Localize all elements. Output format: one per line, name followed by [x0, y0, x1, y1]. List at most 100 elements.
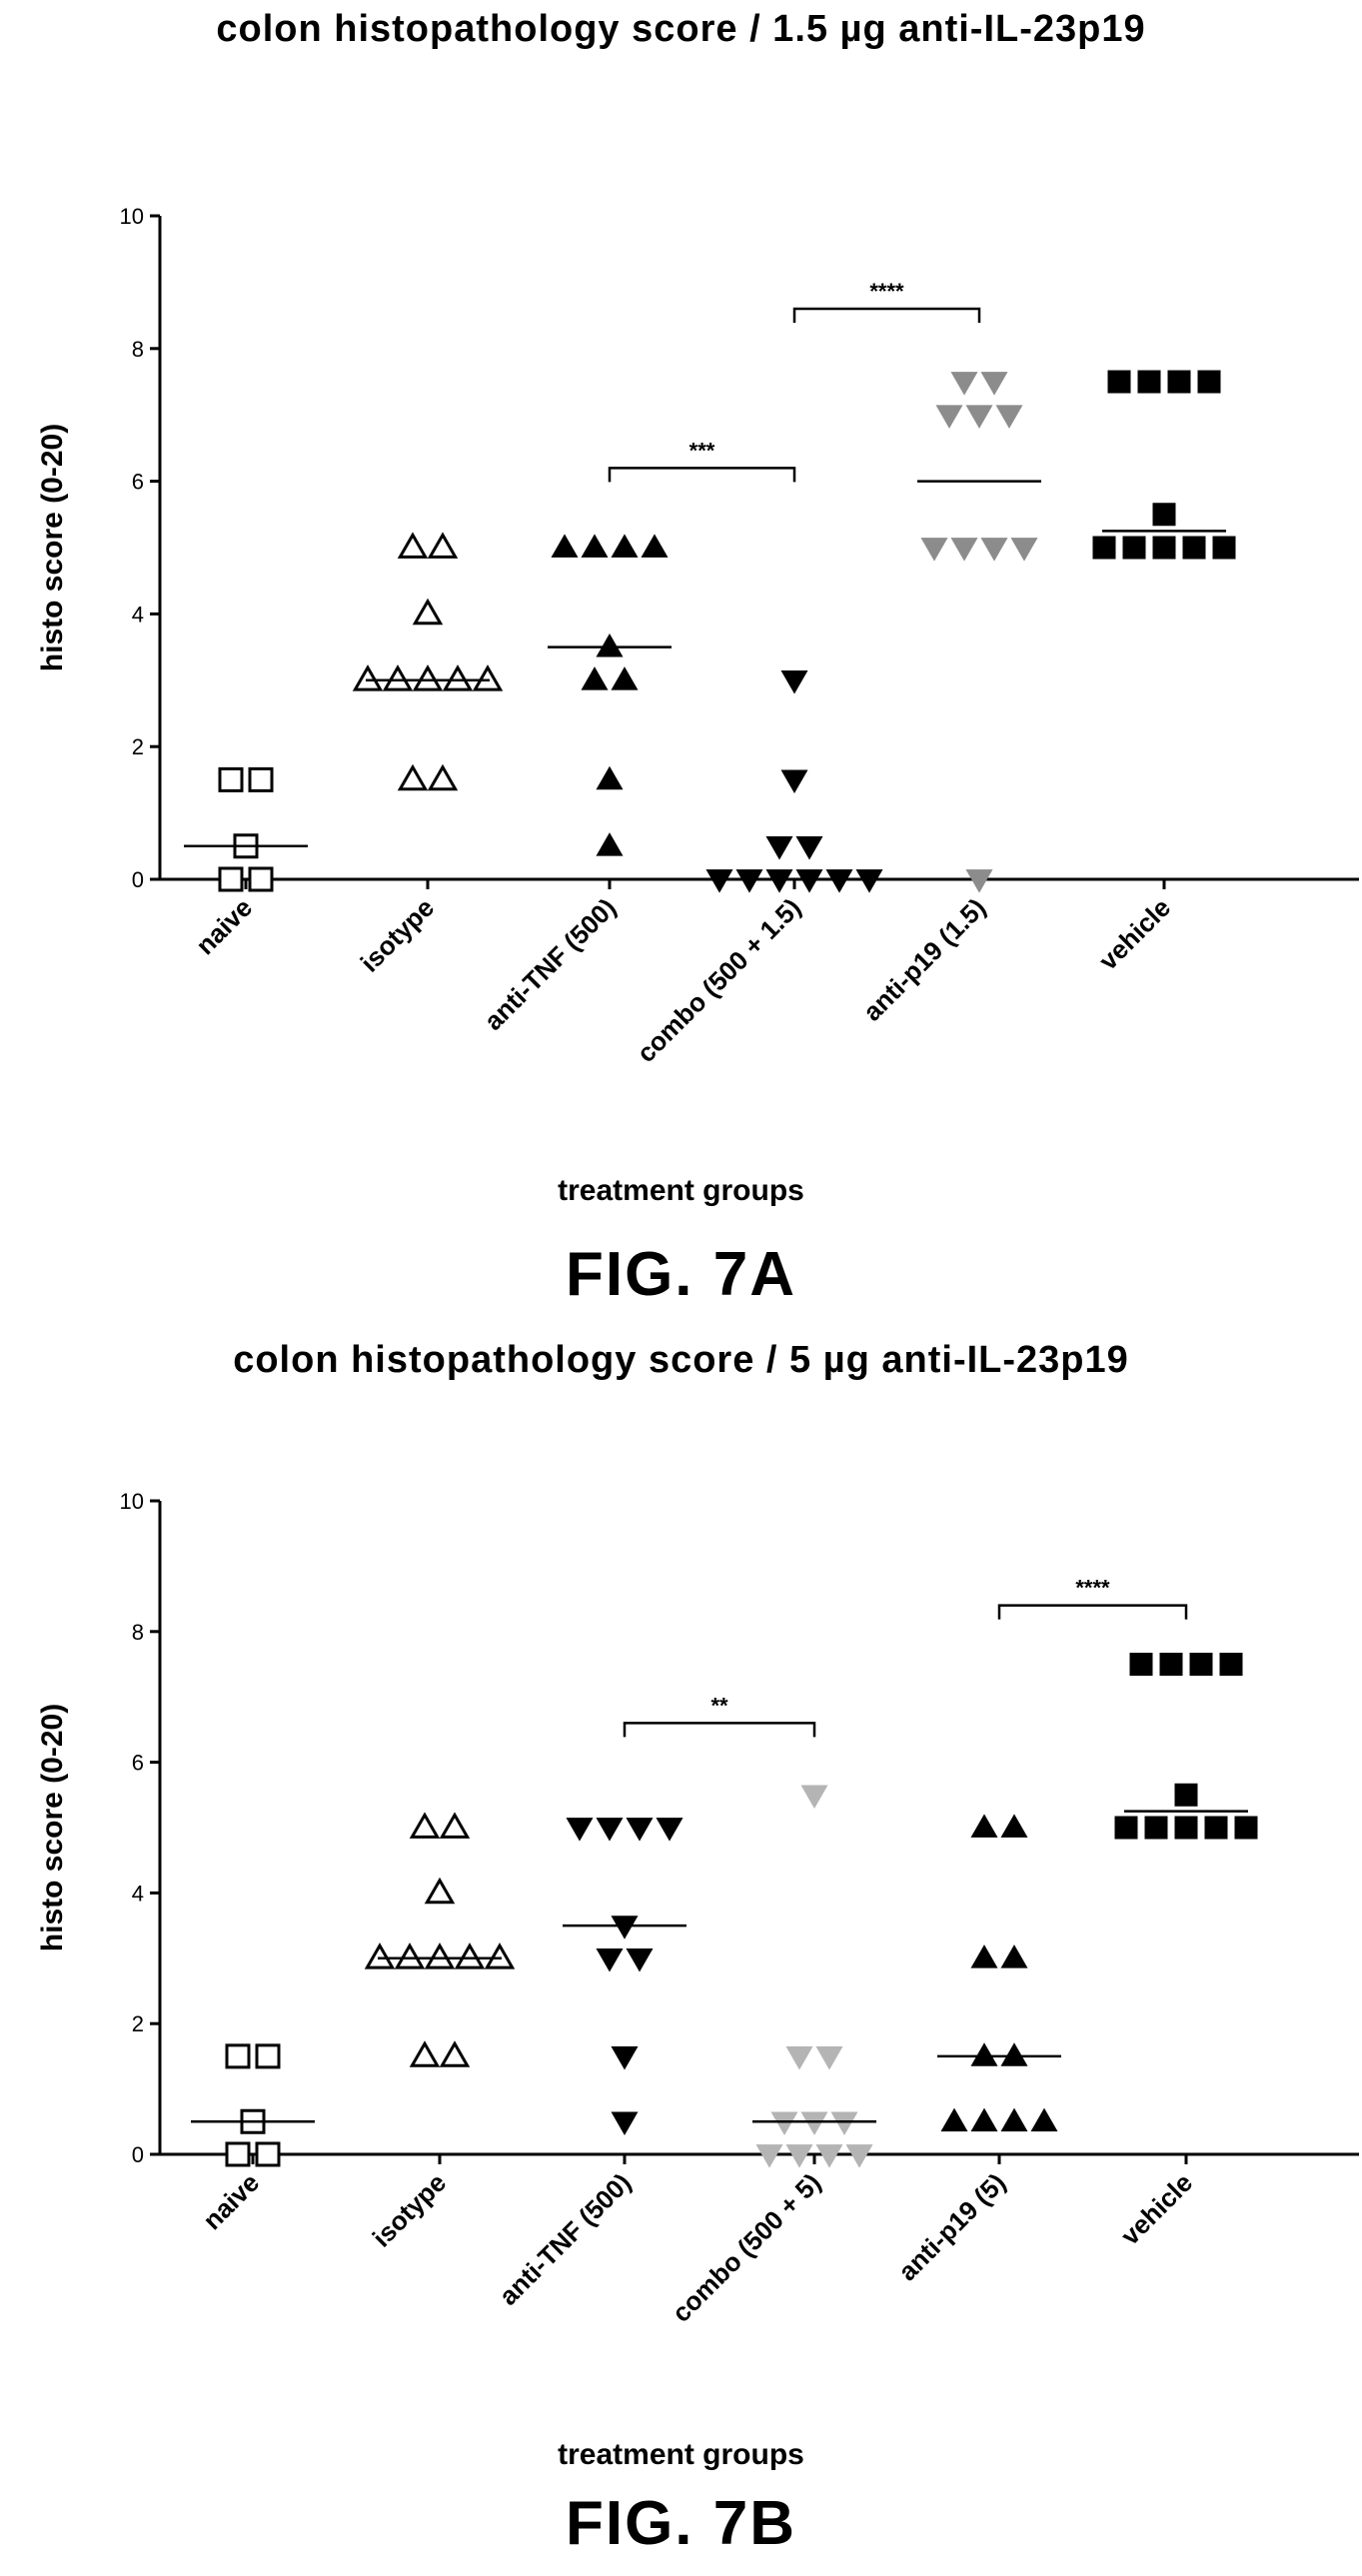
data-point [940, 2107, 968, 2132]
data-point [412, 664, 444, 691]
data-point [581, 666, 609, 690]
data-point [970, 1944, 998, 1968]
data-point [412, 598, 444, 626]
significance-bracket [792, 307, 981, 323]
data-point [1000, 1944, 1028, 1968]
x-tick-label: isotype [355, 892, 441, 978]
data-point [1174, 1783, 1198, 1807]
data-point [596, 1947, 624, 1972]
data-point [596, 832, 624, 856]
data-point [755, 2144, 783, 2168]
data-point [980, 538, 1008, 562]
y-axis-label: histo score (0-20) [36, 424, 69, 671]
chart-title-7b: colon histopathology score / 5 µg anti-I… [233, 1339, 1129, 1381]
data-point [765, 869, 793, 893]
y-tick-label: 10 [120, 1489, 144, 1514]
data-point [397, 532, 429, 559]
x-tick-label: anti-p19 (5) [892, 2167, 1011, 2286]
data-point [611, 2046, 639, 2070]
data-point [995, 405, 1023, 429]
data-point [409, 1812, 441, 1839]
data-point [965, 869, 993, 893]
y-tick-label: 4 [132, 1881, 144, 1906]
data-point [920, 538, 948, 562]
data-point [656, 1818, 683, 1842]
x-tick-label: vehicle [1093, 892, 1177, 976]
data-point [965, 405, 993, 429]
data-point [641, 534, 669, 558]
data-point [1212, 536, 1236, 560]
data-point [780, 769, 808, 794]
data-point [484, 1942, 516, 1969]
data-point [855, 869, 883, 893]
data-point [394, 1942, 426, 1969]
data-point [800, 2111, 828, 2135]
data-point [225, 2043, 251, 2069]
chart-title-7a: colon histopathology score / 1.5 µg anti… [216, 8, 1146, 50]
data-point [1137, 370, 1161, 394]
y-tick-label: 4 [132, 602, 144, 627]
data-point [785, 2144, 813, 2168]
data-point [1010, 538, 1038, 562]
data-point [1189, 1653, 1213, 1676]
y-tick-label: 8 [132, 1620, 144, 1645]
data-point [611, 2111, 639, 2135]
data-point [382, 664, 414, 691]
y-tick-label: 8 [132, 337, 144, 362]
data-point [795, 835, 823, 860]
data-point [1174, 1816, 1198, 1840]
y-tick-label: 2 [132, 734, 144, 759]
data-point [1234, 1816, 1258, 1840]
data-point [705, 869, 733, 893]
data-point [1107, 370, 1131, 394]
x-tick-label: anti-TNF (500) [493, 2167, 637, 2311]
data-point [935, 405, 963, 429]
x-tick-label: combo (500 + 1.5) [631, 892, 806, 1068]
data-point [566, 1818, 594, 1842]
data-point [551, 534, 579, 558]
y-tick-label: 10 [120, 204, 144, 229]
y-axis-label: histo score (0-20) [36, 1704, 69, 1951]
data-point [970, 2107, 998, 2132]
x-tick-label: anti-TNF (500) [478, 892, 622, 1036]
data-point [815, 2144, 843, 2168]
data-point [255, 2141, 281, 2167]
data-point [611, 666, 639, 690]
data-point [795, 869, 823, 893]
significance-label: **** [869, 279, 904, 304]
data-point [397, 763, 429, 791]
data-point [439, 2040, 471, 2067]
data-point [1030, 2107, 1058, 2132]
data-point [581, 534, 609, 558]
data-point [1144, 1816, 1168, 1840]
x-tick-label: vehicle [1115, 2167, 1199, 2251]
data-point [950, 538, 978, 562]
data-point [815, 2046, 843, 2070]
y-tick-label: 0 [132, 867, 144, 892]
data-point [409, 2040, 441, 2067]
data-point [218, 766, 244, 792]
data-point [424, 1877, 456, 1905]
data-point [218, 866, 244, 892]
data-point [442, 664, 474, 691]
data-point [1000, 1814, 1028, 1838]
data-point [1000, 2107, 1028, 2132]
data-point [1182, 536, 1206, 560]
significance-bracket [997, 1604, 1188, 1620]
x-tick-label: anti-p19 (1.5) [857, 892, 992, 1027]
data-point [950, 372, 978, 396]
chart-7b: 0 2 4 6 8 10 histo score (0-20) naive isotype ant… [36, 1489, 1359, 2328]
data-point [454, 1942, 486, 1969]
data-point [626, 1818, 654, 1842]
data-point [596, 1818, 624, 1842]
data-point [439, 1812, 471, 1839]
figure-label-7a: FIG. 7A [565, 1240, 797, 1309]
data-point [225, 2141, 251, 2167]
data-point [980, 372, 1008, 396]
x-tick-label: naive [197, 2167, 265, 2235]
significance-label: *** [689, 438, 715, 463]
data-point [1204, 1816, 1228, 1840]
data-point [1122, 536, 1146, 560]
data-point [770, 2111, 798, 2135]
data-point [596, 765, 624, 790]
